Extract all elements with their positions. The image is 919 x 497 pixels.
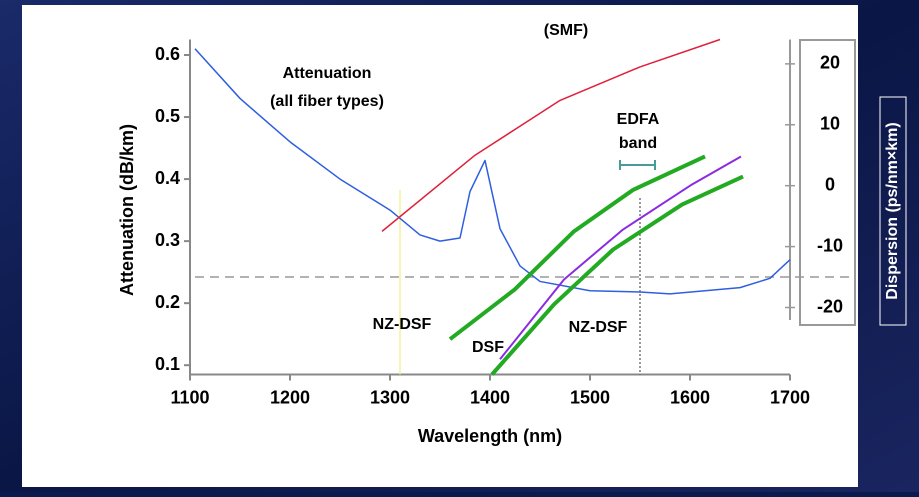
x-tick-label: 1600 <box>670 387 710 407</box>
y2-label-box <box>879 96 907 326</box>
y2-tick-label: 20 <box>820 53 840 73</box>
y-tick-label: 0.1 <box>155 354 180 374</box>
annotation: NZ-DSF <box>569 319 628 336</box>
data-line <box>194 48 791 295</box>
x-axis-label: Wavelength (nm) <box>418 426 562 446</box>
annotation: DSF <box>472 339 504 356</box>
x-tick-label: 1700 <box>770 387 810 407</box>
data-line <box>499 155 742 360</box>
y-tick-label: 0.4 <box>155 168 180 188</box>
y2-box <box>799 39 856 326</box>
data-line <box>448 154 706 341</box>
y-axis-label: Attenuation (dB/km) <box>117 124 137 296</box>
annotation: EDFA <box>617 111 660 128</box>
annotation: (SMF) <box>544 22 588 39</box>
y2-tick-label: -20 <box>817 296 843 316</box>
annotation: Attenuation <box>283 65 372 82</box>
y-tick-label: 0.5 <box>155 106 180 126</box>
y2-tick-label: 10 <box>820 114 840 134</box>
x-tick-label: 1400 <box>470 387 510 407</box>
annotation: (all fiber types) <box>270 93 384 110</box>
y2-tick-label: -10 <box>817 235 843 255</box>
annotation: NZ-DSF <box>373 316 432 333</box>
edfa-band <box>619 160 656 170</box>
data-line <box>490 174 744 376</box>
y-tick-label: 0.6 <box>155 44 180 64</box>
x-tick-label: 1500 <box>570 387 610 407</box>
y-tick-label: 0.2 <box>155 292 180 312</box>
y-tick-label: 0.3 <box>155 230 180 250</box>
y2-axis-label: Dispersion (ps/nm×km) <box>884 122 901 299</box>
x-tick-label: 1100 <box>170 387 209 407</box>
panel <box>22 5 858 487</box>
x-tick-label: 1200 <box>270 387 310 407</box>
y2-tick-label: 0 <box>825 174 835 194</box>
data-line <box>381 38 721 232</box>
x-tick-label: 1300 <box>370 387 410 407</box>
annotation: band <box>619 135 657 152</box>
